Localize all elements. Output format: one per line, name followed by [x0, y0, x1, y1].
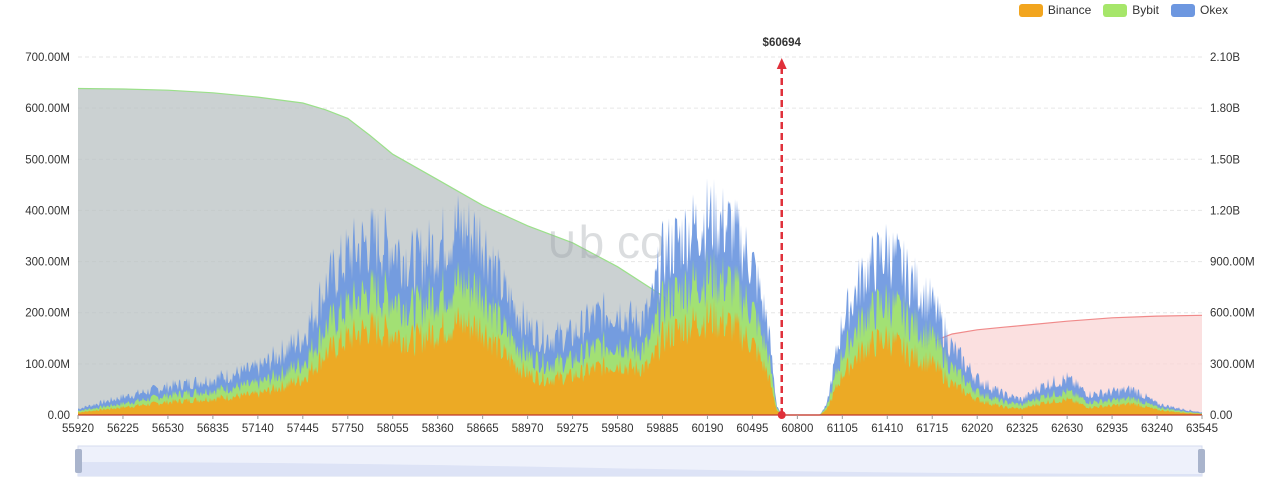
x-tick-label: 60495: [736, 423, 768, 435]
legend-swatch: [1018, 3, 1043, 17]
legend-item-binance[interactable]: Binance: [1018, 3, 1092, 17]
liquidation-series-binance: [78, 298, 1202, 415]
x-tick-label: 57750: [332, 423, 364, 435]
x-tick-label: 58665: [467, 423, 499, 435]
x-tick-label: 60190: [691, 423, 723, 435]
legend-label: Binance: [1047, 3, 1092, 17]
legend-item-okex[interactable]: Okex: [1170, 3, 1228, 17]
x-tick-label: 62020: [961, 423, 993, 435]
x-tick-label: 59275: [557, 423, 589, 435]
y-right-tick-label: 1.20B: [1210, 205, 1240, 217]
x-tick-label: 62935: [1096, 423, 1128, 435]
x-tick-label: 59580: [602, 423, 634, 435]
y-left-tick-label: 100.00M: [25, 359, 70, 371]
legend-swatch: [1103, 3, 1128, 17]
legend-label: Bybit: [1132, 3, 1159, 17]
x-tick-label: 62630: [1051, 423, 1083, 435]
x-tick-label: 58055: [377, 423, 409, 435]
y-left-tick-label: 300.00M: [25, 257, 70, 269]
y-right-tick-label: 1.50B: [1210, 154, 1240, 166]
x-tick-label: 56530: [152, 423, 184, 435]
zoom-handle-left[interactable]: [75, 449, 82, 473]
y-left-tick-label: 500.00M: [25, 154, 70, 166]
y-left-tick-label: 700.00M: [25, 52, 70, 64]
x-tick-label: 58970: [512, 423, 544, 435]
x-tick-label: 58360: [422, 423, 454, 435]
x-tick-label: 57140: [242, 423, 274, 435]
y-right-tick-label: 300.00M: [1210, 359, 1255, 371]
y-right-tick-label: 2.10B: [1210, 52, 1240, 64]
current-price-arrow-icon: [776, 58, 787, 69]
y-right-tick-label: 1.80B: [1210, 103, 1240, 115]
y-left-tick-label: 400.00M: [25, 205, 70, 217]
zoom-handle-right[interactable]: [1198, 449, 1205, 473]
legend-item-bybit[interactable]: Bybit: [1103, 3, 1159, 17]
legend: Binance Bybit Okex: [1018, 3, 1228, 17]
y-right-tick-label: 600.00M: [1210, 308, 1255, 320]
y-left-tick-label: 200.00M: [25, 308, 70, 320]
current-price-label: $60694: [763, 37, 802, 49]
x-tick-label: 60800: [781, 423, 813, 435]
legend-label: Okex: [1199, 3, 1228, 17]
x-tick-label: 61410: [871, 423, 903, 435]
x-tick-label: 56225: [107, 423, 139, 435]
zoom-slider-preview: [78, 462, 1202, 476]
y-right-tick-label: 900.00M: [1210, 257, 1255, 269]
x-tick-label: 62325: [1006, 423, 1038, 435]
x-tick-label: 63240: [1141, 423, 1173, 435]
x-tick-label: 61715: [916, 423, 948, 435]
x-tick-label: 61105: [827, 423, 858, 435]
watermark-logo: ∪b co: [545, 216, 666, 268]
y-left-tick-label: 600.00M: [25, 103, 70, 115]
x-tick-label: 57445: [287, 423, 319, 435]
x-tick-label: 56835: [197, 423, 229, 435]
legend-swatch: [1170, 3, 1195, 17]
y-right-tick-label: 0.00: [1210, 410, 1232, 422]
x-tick-label: 59885: [646, 423, 678, 435]
current-price-dot: [777, 411, 786, 419]
x-tick-label: 63545: [1186, 423, 1218, 435]
y-left-tick-label: 0.00: [48, 410, 70, 422]
x-tick-label: 55920: [62, 423, 94, 435]
